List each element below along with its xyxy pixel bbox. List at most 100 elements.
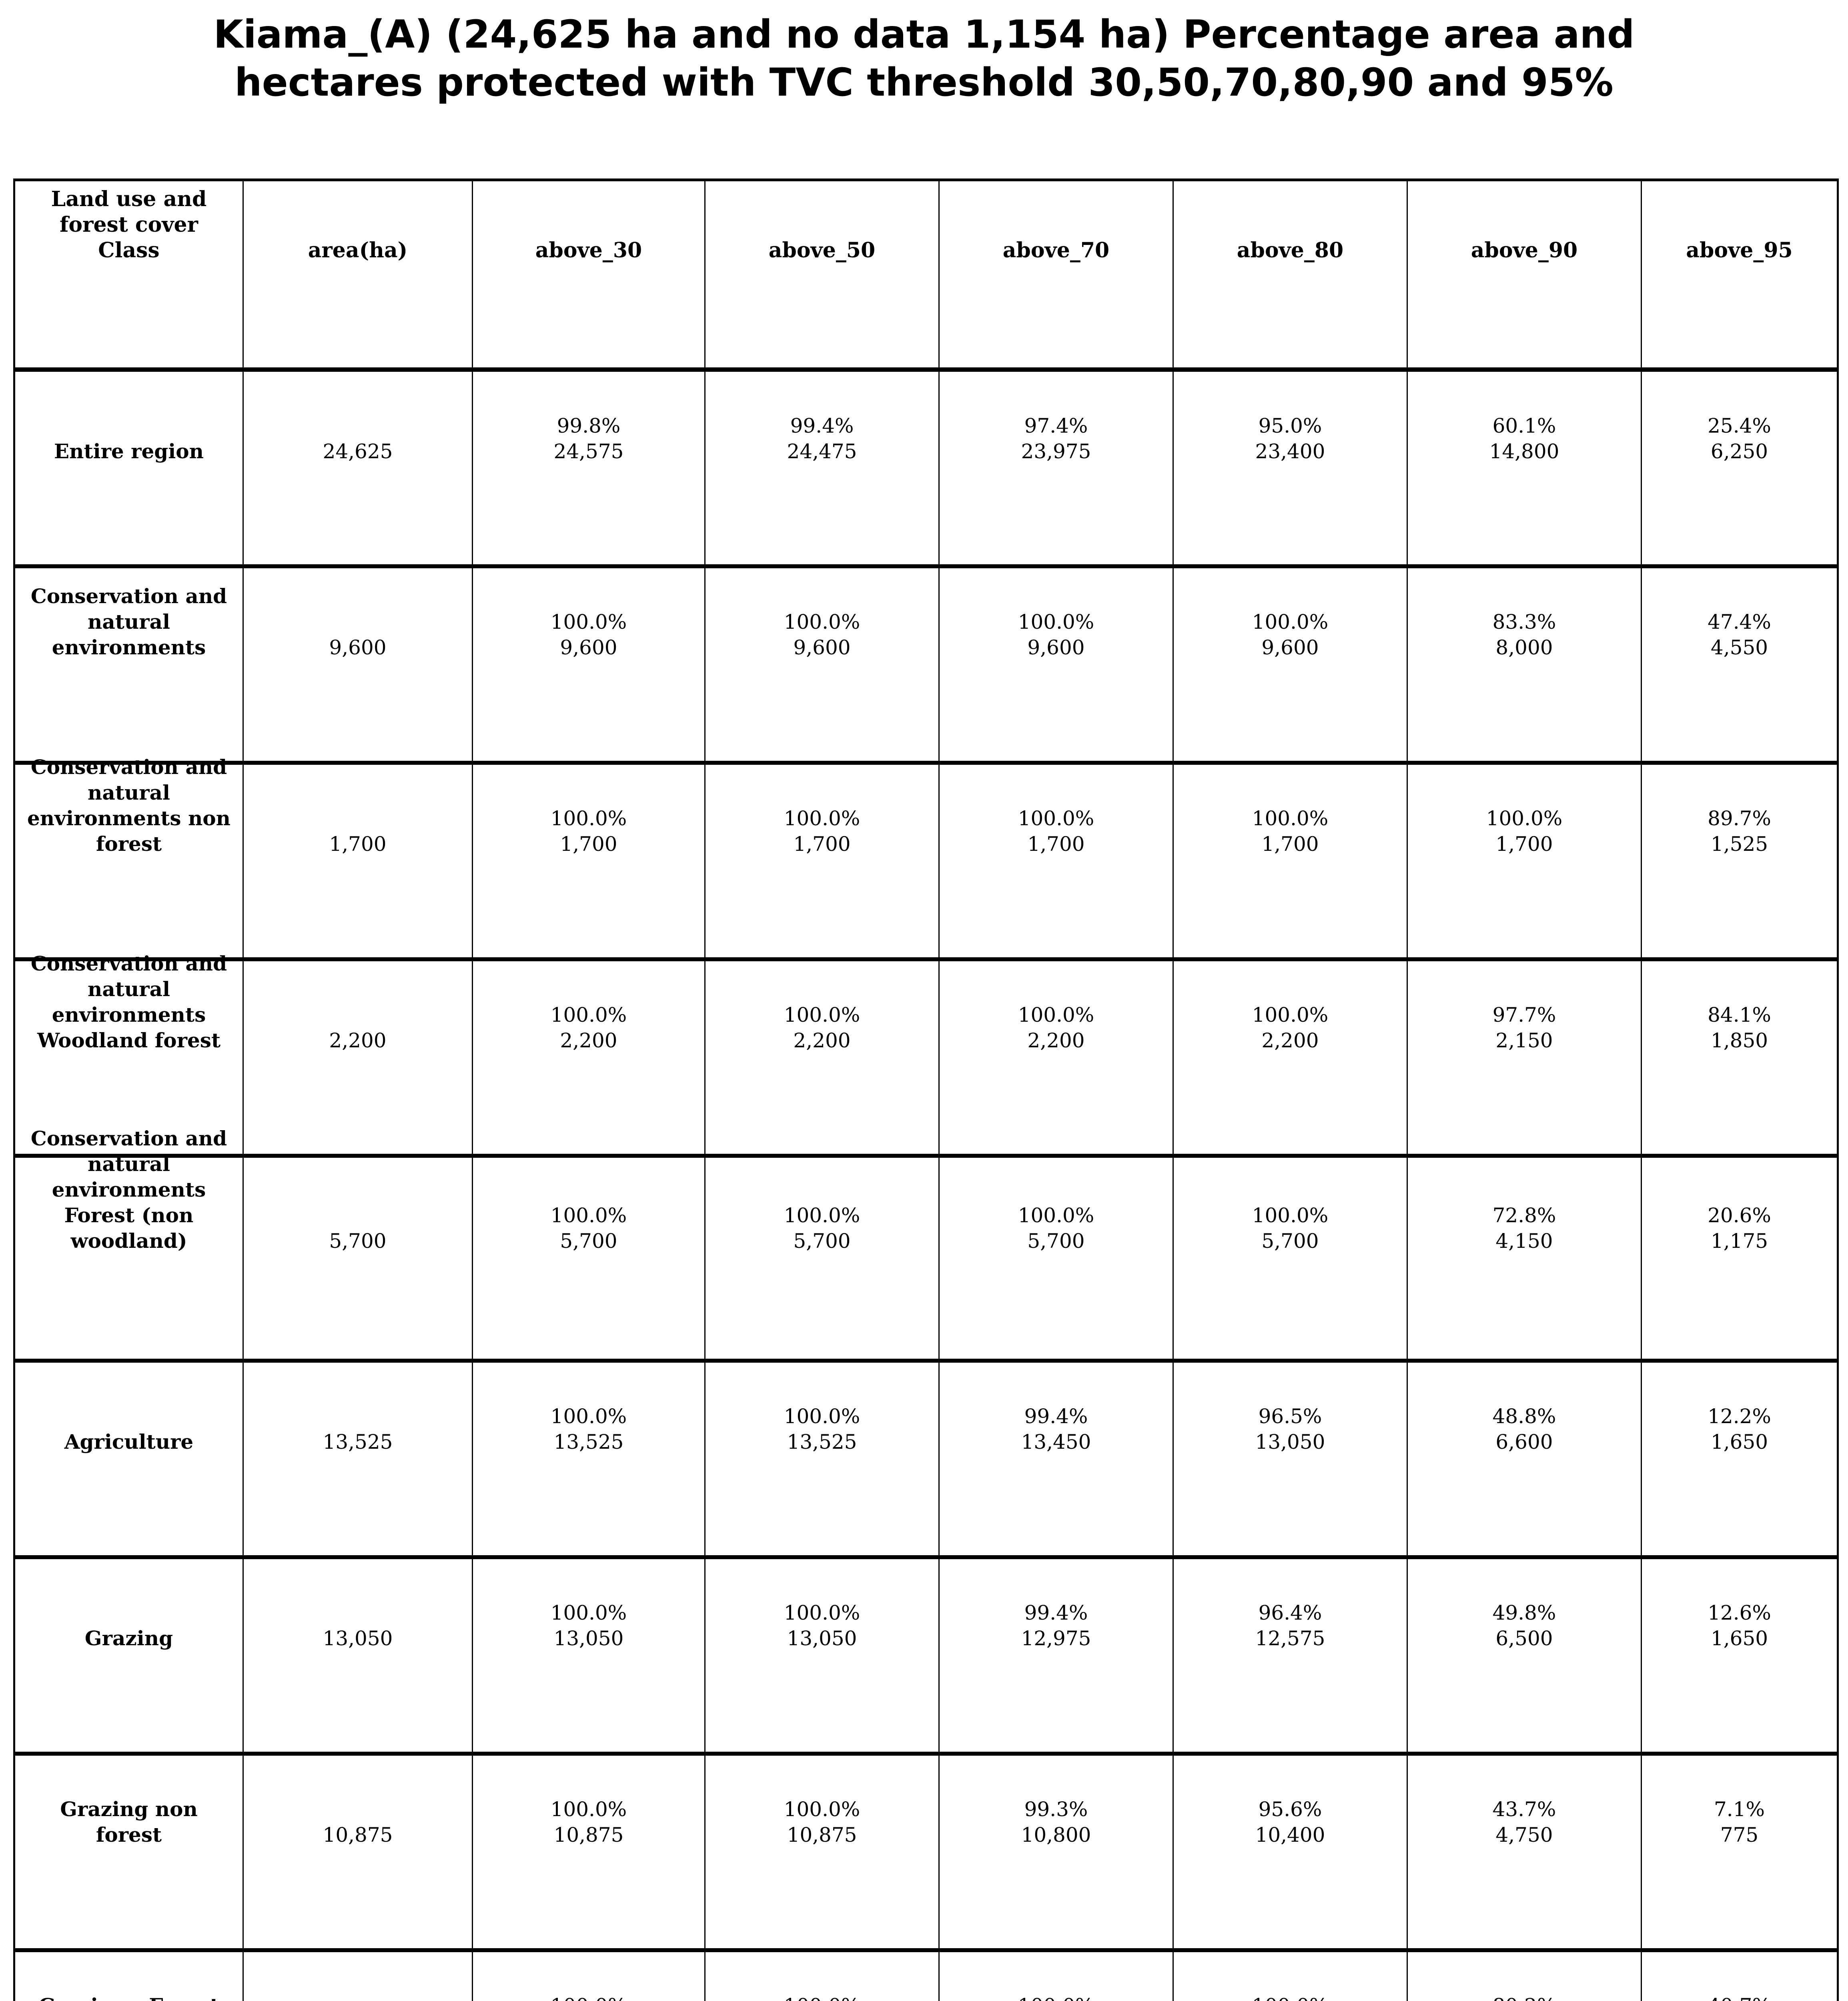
percent-value: 100.0% [784,807,860,830]
hectare-value: 6,600 [1495,1430,1553,1454]
percent-value: 100.0% [1018,1994,1094,2001]
hectare-value: 4,550 [1710,636,1768,660]
threshold-value-cell: 100.0% 10,875 [472,1753,706,1950]
hectare-value: 1,650 [1710,1430,1768,1454]
hectare-value: 23,400 [1255,439,1325,463]
percent-value: 100.0% [1252,1003,1329,1027]
col-header-above50: above_50 [704,180,940,370]
area-cell: 9,600 [243,566,473,763]
threshold-value-cell: 72.8% 4,150 [1407,1155,1642,1361]
percent-value: 48.8% [1492,1405,1556,1428]
hectare-value: 1,700 [1261,832,1319,856]
threshold-value-cell: 100.0% 9,600 [472,566,706,763]
hectare-value: 1,700 [1027,832,1085,856]
hectare-value: 24,575 [553,439,624,463]
threshold-value-cell: 100.0% 2,200 [704,959,940,1156]
percent-value: 100.0% [784,1204,860,1227]
threshold-value-cell: 100.0% 13,525 [704,1360,940,1557]
hectare-value: 5,700 [1261,1229,1319,1253]
percent-value: 100.0% [1252,1994,1329,2001]
hectare-value: 9,600 [1027,636,1085,660]
threshold-value-cell: 99.4% 12,975 [938,1557,1174,1754]
threshold-value-cell: 100.0% 9,600 [1173,566,1408,763]
percent-value: 100.0% [1018,1204,1094,1227]
hectare-value: 2,200 [560,1029,617,1053]
percent-value: 100.0% [1252,1204,1329,1227]
hectare-value: 8,000 [1495,636,1553,660]
hectare-value: 12,975 [1021,1627,1091,1650]
area-cell: 2,025 [243,1950,473,2001]
threshold-value-cell: 100.0%2,025 [472,1950,706,2001]
percent-value: 100.0% [1018,610,1094,634]
percent-value: 100.0% [550,1405,627,1428]
hectare-value: 2,150 [1495,1029,1553,1053]
row-label-cell: Conservation and natural environments Fo… [14,1127,244,1361]
threshold-value-cell: 100.0% 2,200 [938,959,1174,1156]
percent-value: 100.0% [550,1003,627,1027]
threshold-value-cell: 100.0%2,025 [938,1950,1174,2001]
percent-value: 96.5% [1258,1405,1322,1428]
percent-value: 80.2% [1493,1994,1556,2001]
hectare-value: 13,525 [553,1430,624,1454]
percent-value: 47.4% [1708,610,1771,634]
threshold-value-cell: 100.0% 1,700 [1407,762,1642,959]
threshold-value-cell: 83.3% 8,000 [1407,566,1642,763]
threshold-value-cell: 100.0% 5,700 [472,1155,706,1361]
threshold-value-cell: 47.4% 4,550 [1641,566,1838,763]
threshold-value-cell: 43.7% 4,750 [1407,1753,1642,1950]
threshold-value-cell: 48.8% 6,600 [1407,1360,1642,1557]
percent-value: 49.8% [1492,1601,1556,1625]
percent-value: 96.4% [1258,1601,1322,1625]
percent-value: 99.4% [1024,1405,1088,1428]
percent-value: 100.0% [550,1798,627,1821]
hectare-value: 10,875 [553,1823,624,1847]
hectare-value: 1,650 [1710,1627,1768,1650]
percent-value: 99.4% [1024,1601,1088,1625]
hectare-value: 9,600 [1261,636,1319,660]
percent-value: 12.2% [1708,1405,1771,1428]
col-header-above70: above_70 [938,180,1174,370]
table-row: Entire region 24,625 99.8% 24,575 99.4% 24,47… [14,369,1838,566]
area-cell: 24,625 [243,369,473,566]
threshold-value-cell: 97.4% 23,975 [938,369,1174,566]
threshold-value-cell: 99.4% 13,450 [938,1360,1174,1557]
percent-value: 100.0% [1252,807,1329,830]
threshold-value-cell: 100.0% 13,050 [704,1557,940,1754]
threshold-value-cell: 97.7% 2,150 [1407,959,1642,1156]
table-row: Conservation and natural environments Fo… [14,1127,1838,1361]
threshold-value-cell: 100.0% 13,050 [472,1557,706,1754]
row-label-cell: Grazing [14,1557,244,1754]
threshold-value-cell: 100.0% 13,525 [472,1360,706,1557]
percent-value: 100.0% [1486,807,1563,830]
threshold-value-cell: 96.4% 12,575 [1173,1557,1408,1754]
hectare-value: 10,400 [1255,1823,1325,1847]
hectare-value: 13,050 [787,1627,857,1650]
threshold-value-cell: 100.0% 1,700 [1173,762,1408,959]
hectare-value: 1,700 [560,832,617,856]
row-label-cell: Grazing - Forest (non woodland) [14,1950,244,2001]
percent-value: 100.0% [784,1994,860,2001]
percent-value: 100.0% [550,807,627,830]
threshold-value-cell: 100.0% 1,700 [704,762,940,959]
percent-value: 99.8% [557,414,621,437]
hectare-value: 9,600 [560,636,617,660]
percent-value: 100.0% [784,610,860,634]
threshold-value-cell: 80.2%1,625 [1407,1950,1642,2001]
percent-value: 100.0% [784,1003,860,1027]
threshold-value-cell: 100.0%2,025 [1173,1950,1408,2001]
threshold-value-cell: 12.6% 1,650 [1641,1557,1838,1754]
page-title: Kiama_(A) (24,625 ha and no data 1,154 h… [0,10,1848,106]
hectare-value: 1,175 [1710,1229,1768,1253]
percent-value: 100.0% [784,1798,860,1821]
hectare-value: 6,500 [1495,1627,1553,1650]
percent-value: 100.0% [784,1601,860,1625]
threshold-value-cell: 25.4% 6,250 [1641,369,1838,566]
threshold-value-cell: 89.7% 1,525 [1641,762,1838,959]
row-label-cell: Agriculture [14,1360,244,1557]
table-row: Grazing 13,050 100.0% 13,050 100.0% 13,050 99.… [14,1557,1838,1754]
percent-value: 95.0% [1258,414,1322,437]
hectare-value: 775 [1720,1823,1759,1847]
percent-value: 97.7% [1492,1003,1556,1027]
row-label-cell: Entire region [14,369,244,566]
